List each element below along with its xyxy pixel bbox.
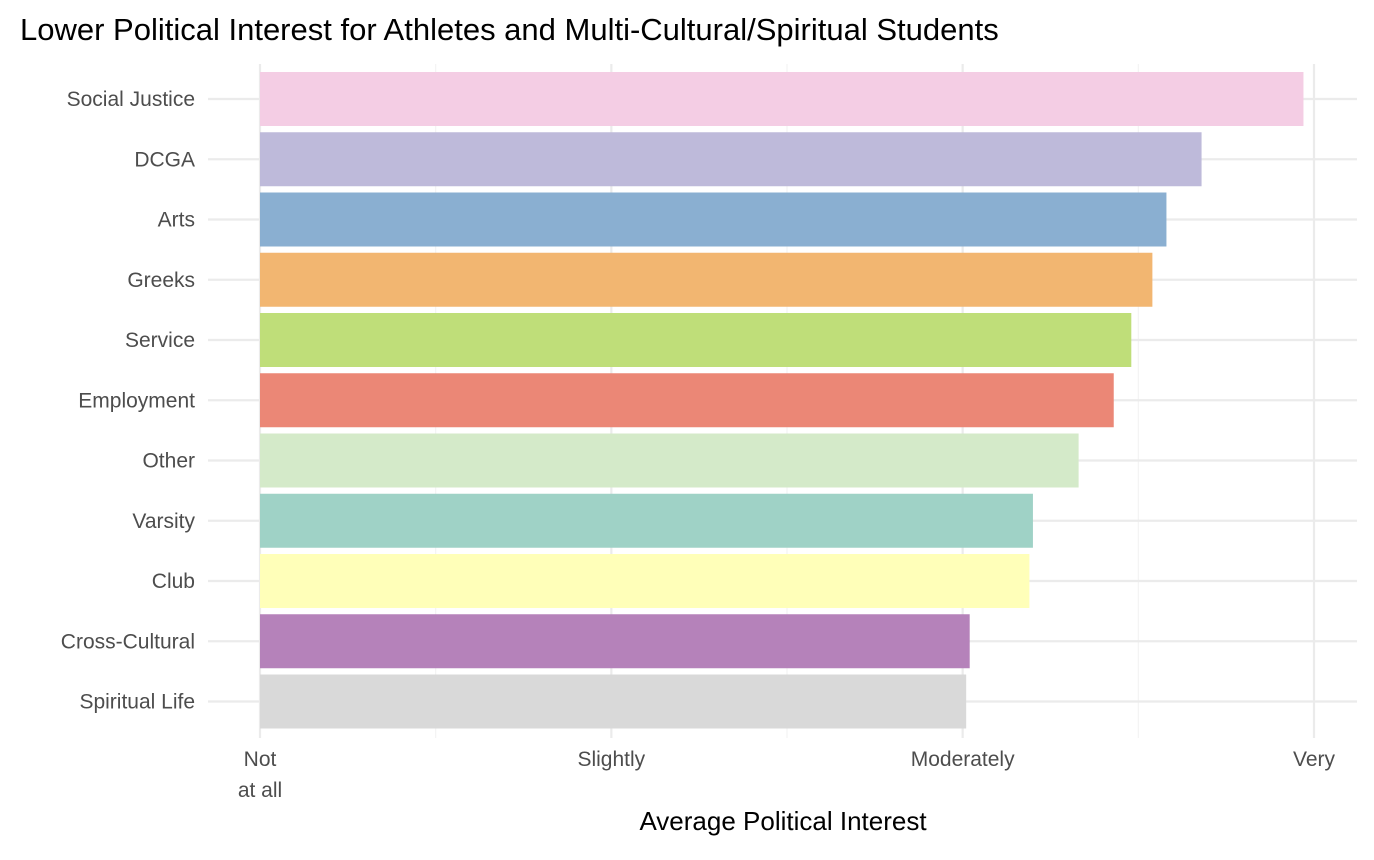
bar-social-justice <box>260 72 1304 126</box>
y-tick-label: Other <box>142 450 195 473</box>
y-tick-label: Spiritual Life <box>79 691 195 714</box>
bar-club <box>260 554 1030 608</box>
y-tick-label: Club <box>152 570 195 593</box>
bar-varsity <box>260 493 1033 548</box>
y-tick-label: Cross-Cultural <box>61 630 195 653</box>
bar-spiritual-life <box>260 674 967 729</box>
chart-title: Lower Political Interest for Athletes an… <box>20 12 999 47</box>
x-tick-label: Very <box>1293 748 1336 771</box>
y-axis-tick-labels: Social Justice DCGA Arts Greeks Service Emplo… <box>61 88 196 714</box>
bar-greeks <box>260 252 1153 307</box>
bar-other <box>260 433 1079 488</box>
y-tick-label: DCGA <box>134 148 195 171</box>
bars <box>260 72 1304 729</box>
bar-dcga <box>260 132 1202 187</box>
x-axis-tick-labels: Not at all Slightly Moderately Very <box>238 748 1336 802</box>
x-axis-title: Average Political Interest <box>639 806 927 836</box>
bar-employment <box>260 373 1114 428</box>
y-tick-label: Service <box>125 329 195 352</box>
bar-service <box>260 313 1132 367</box>
y-tick-label: Social Justice <box>67 88 195 111</box>
bar-arts <box>260 192 1167 247</box>
x-tick-label: Moderately <box>911 748 1015 771</box>
x-tick-label: Not at all <box>238 748 282 802</box>
y-tick-label: Employment <box>78 389 195 412</box>
x-tick-label: Slightly <box>577 748 645 771</box>
y-tick-label: Varsity <box>132 510 195 533</box>
bar-cross-cultural <box>260 614 970 669</box>
y-tick-label: Arts <box>158 209 195 232</box>
y-tick-label: Greeks <box>127 269 195 292</box>
